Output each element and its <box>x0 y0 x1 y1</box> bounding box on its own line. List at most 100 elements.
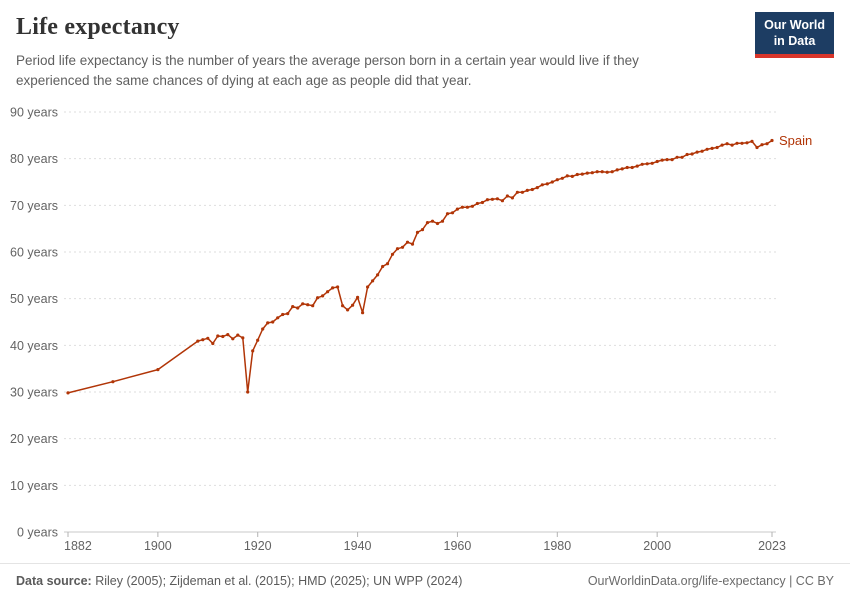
data-point[interactable] <box>640 162 644 166</box>
series-label[interactable]: Spain <box>779 133 812 148</box>
data-point[interactable] <box>291 305 295 309</box>
data-point[interactable] <box>690 152 694 156</box>
data-point[interactable] <box>570 174 574 178</box>
data-point[interactable] <box>525 188 529 192</box>
data-point[interactable] <box>251 349 255 353</box>
data-point[interactable] <box>625 165 629 170</box>
data-point[interactable] <box>475 201 479 206</box>
data-point[interactable] <box>276 316 280 320</box>
data-point[interactable] <box>420 228 425 232</box>
data-point[interactable] <box>705 147 709 151</box>
data-point[interactable] <box>530 187 534 192</box>
data-point[interactable] <box>196 339 200 343</box>
data-point[interactable] <box>425 221 430 225</box>
data-point[interactable] <box>520 190 525 194</box>
data-point[interactable] <box>410 242 415 246</box>
data-point[interactable] <box>665 158 669 162</box>
data-point[interactable] <box>395 247 400 251</box>
data-point[interactable] <box>605 170 609 174</box>
data-point[interactable] <box>660 158 664 162</box>
line-chart[interactable]: 0 years 10 years 20 years 30 years 40 years 5… <box>0 96 850 566</box>
data-point[interactable] <box>435 221 440 226</box>
data-point[interactable] <box>430 219 435 223</box>
data-point[interactable] <box>206 336 210 340</box>
data-point[interactable] <box>740 141 744 145</box>
data-point[interactable] <box>371 279 375 283</box>
data-point[interactable] <box>306 303 310 307</box>
data-point[interactable] <box>585 171 589 175</box>
data-point[interactable] <box>545 182 549 186</box>
data-point[interactable] <box>296 306 300 310</box>
data-point[interactable] <box>156 368 160 372</box>
data-point[interactable] <box>630 165 634 170</box>
data-point[interactable] <box>271 320 275 324</box>
data-point[interactable] <box>765 142 769 146</box>
data-point[interactable] <box>331 286 335 290</box>
data-point[interactable] <box>311 304 315 308</box>
data-point[interactable] <box>700 149 704 153</box>
data-point[interactable] <box>710 146 714 150</box>
data-point[interactable] <box>615 168 619 172</box>
data-point[interactable] <box>66 391 70 395</box>
data-point[interactable] <box>715 145 719 150</box>
data-point[interactable] <box>480 200 484 205</box>
data-point[interactable] <box>515 190 520 194</box>
data-point[interactable] <box>735 141 739 145</box>
data-point[interactable] <box>745 141 749 145</box>
data-point[interactable] <box>470 204 474 208</box>
data-point[interactable] <box>256 338 260 342</box>
data-point[interactable] <box>400 245 405 249</box>
data-point[interactable] <box>635 164 639 168</box>
data-point[interactable] <box>680 155 684 159</box>
data-point[interactable] <box>695 150 699 154</box>
data-point[interactable] <box>321 294 325 298</box>
data-point[interactable] <box>440 219 445 223</box>
data-point[interactable] <box>550 180 554 184</box>
data-point[interactable] <box>725 142 729 146</box>
data-point[interactable] <box>366 285 370 289</box>
data-point[interactable] <box>750 139 754 143</box>
data-point[interactable] <box>485 198 489 202</box>
data-point[interactable] <box>595 170 599 174</box>
data-point[interactable] <box>760 143 764 147</box>
data-point[interactable] <box>221 334 225 339</box>
data-point[interactable] <box>111 380 115 384</box>
data-point[interactable] <box>376 273 380 277</box>
data-point[interactable] <box>590 171 594 175</box>
data-point[interactable] <box>346 308 350 312</box>
data-point[interactable] <box>685 152 689 157</box>
data-point[interactable] <box>356 295 360 299</box>
data-point[interactable] <box>730 143 734 147</box>
data-point[interactable] <box>675 155 679 159</box>
data-point[interactable] <box>415 230 420 234</box>
data-point[interactable] <box>231 337 235 341</box>
data-point[interactable] <box>341 304 345 308</box>
owid-citation-link[interactable]: OurWorldinData.org/life-expectancy | CC … <box>587 574 834 588</box>
data-point[interactable] <box>316 296 320 300</box>
data-point[interactable] <box>455 207 459 211</box>
data-point[interactable] <box>281 312 285 317</box>
data-point[interactable] <box>580 172 584 176</box>
series-line-spain[interactable] <box>67 139 773 394</box>
data-point[interactable] <box>266 321 270 325</box>
data-point[interactable] <box>390 252 395 256</box>
data-point[interactable] <box>351 303 355 307</box>
data-point[interactable] <box>216 334 220 338</box>
data-point[interactable] <box>460 205 464 209</box>
data-point[interactable] <box>490 197 494 201</box>
data-point[interactable] <box>226 333 230 337</box>
data-point[interactable] <box>565 174 569 178</box>
data-point[interactable] <box>510 196 514 200</box>
data-point[interactable] <box>650 161 654 165</box>
data-point[interactable] <box>720 143 724 147</box>
data-point[interactable] <box>261 327 265 331</box>
data-point[interactable] <box>286 312 290 316</box>
data-point[interactable] <box>540 183 544 187</box>
data-point[interactable] <box>361 311 365 315</box>
data-point[interactable] <box>236 333 240 337</box>
data-point[interactable] <box>655 159 659 164</box>
data-point[interactable] <box>246 390 250 394</box>
data-point[interactable] <box>755 145 759 150</box>
data-point[interactable] <box>560 176 564 180</box>
data-point[interactable] <box>450 211 455 215</box>
